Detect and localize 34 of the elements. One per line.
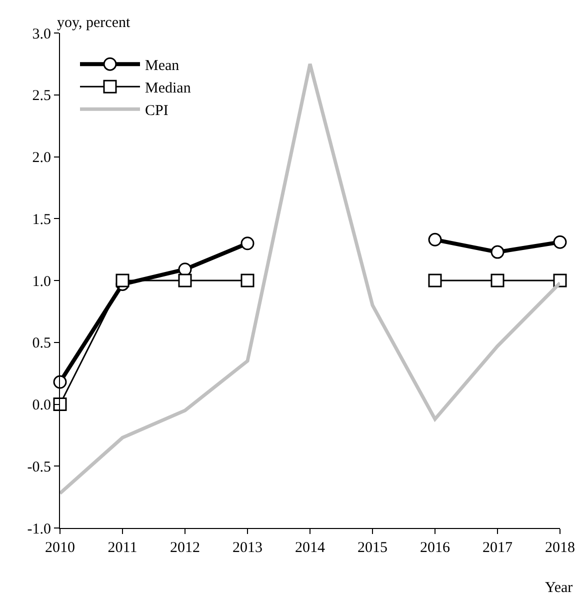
y-tick-label: 2.5 (32, 88, 51, 104)
point (116, 274, 130, 288)
x-tick-label: 2014 (295, 540, 326, 556)
point (490, 274, 504, 288)
x-tick-label: 2015 (358, 540, 388, 556)
y-tick-label: 0.0 (32, 398, 51, 414)
legend-label: Mean (145, 58, 180, 74)
point (178, 274, 192, 288)
point (553, 235, 567, 249)
point (53, 375, 67, 389)
y-tick-label: 2.0 (32, 150, 51, 166)
x-axis-title: Year (545, 580, 573, 596)
y-tick-label: -1.0 (27, 521, 51, 538)
point (428, 274, 442, 288)
y-tick-label: 1.0 (32, 274, 51, 290)
x-tick-label: 2012 (170, 540, 200, 556)
point (240, 236, 254, 250)
y-axis-title: yoy, percent (57, 15, 131, 31)
point (490, 245, 504, 259)
x-tick-label: 2017 (482, 540, 513, 556)
y-tick-label: 0.5 (32, 336, 51, 352)
x-tick-label: 2013 (232, 540, 262, 556)
point (428, 232, 442, 246)
x-tick-label: 2018 (545, 540, 575, 556)
point (240, 274, 254, 288)
x-tick-label: 2010 (45, 540, 75, 556)
y-tick-label: 3.0 (32, 26, 51, 42)
x-tick-label: 2016 (420, 540, 450, 556)
legend-label: Median (145, 80, 192, 96)
point (53, 398, 67, 411)
x-tick-label: 2011 (108, 540, 138, 556)
y-tick-label: -0.5 (27, 459, 51, 476)
legend-label: CPI (145, 102, 168, 119)
y-tick-label: 1.5 (32, 212, 51, 228)
